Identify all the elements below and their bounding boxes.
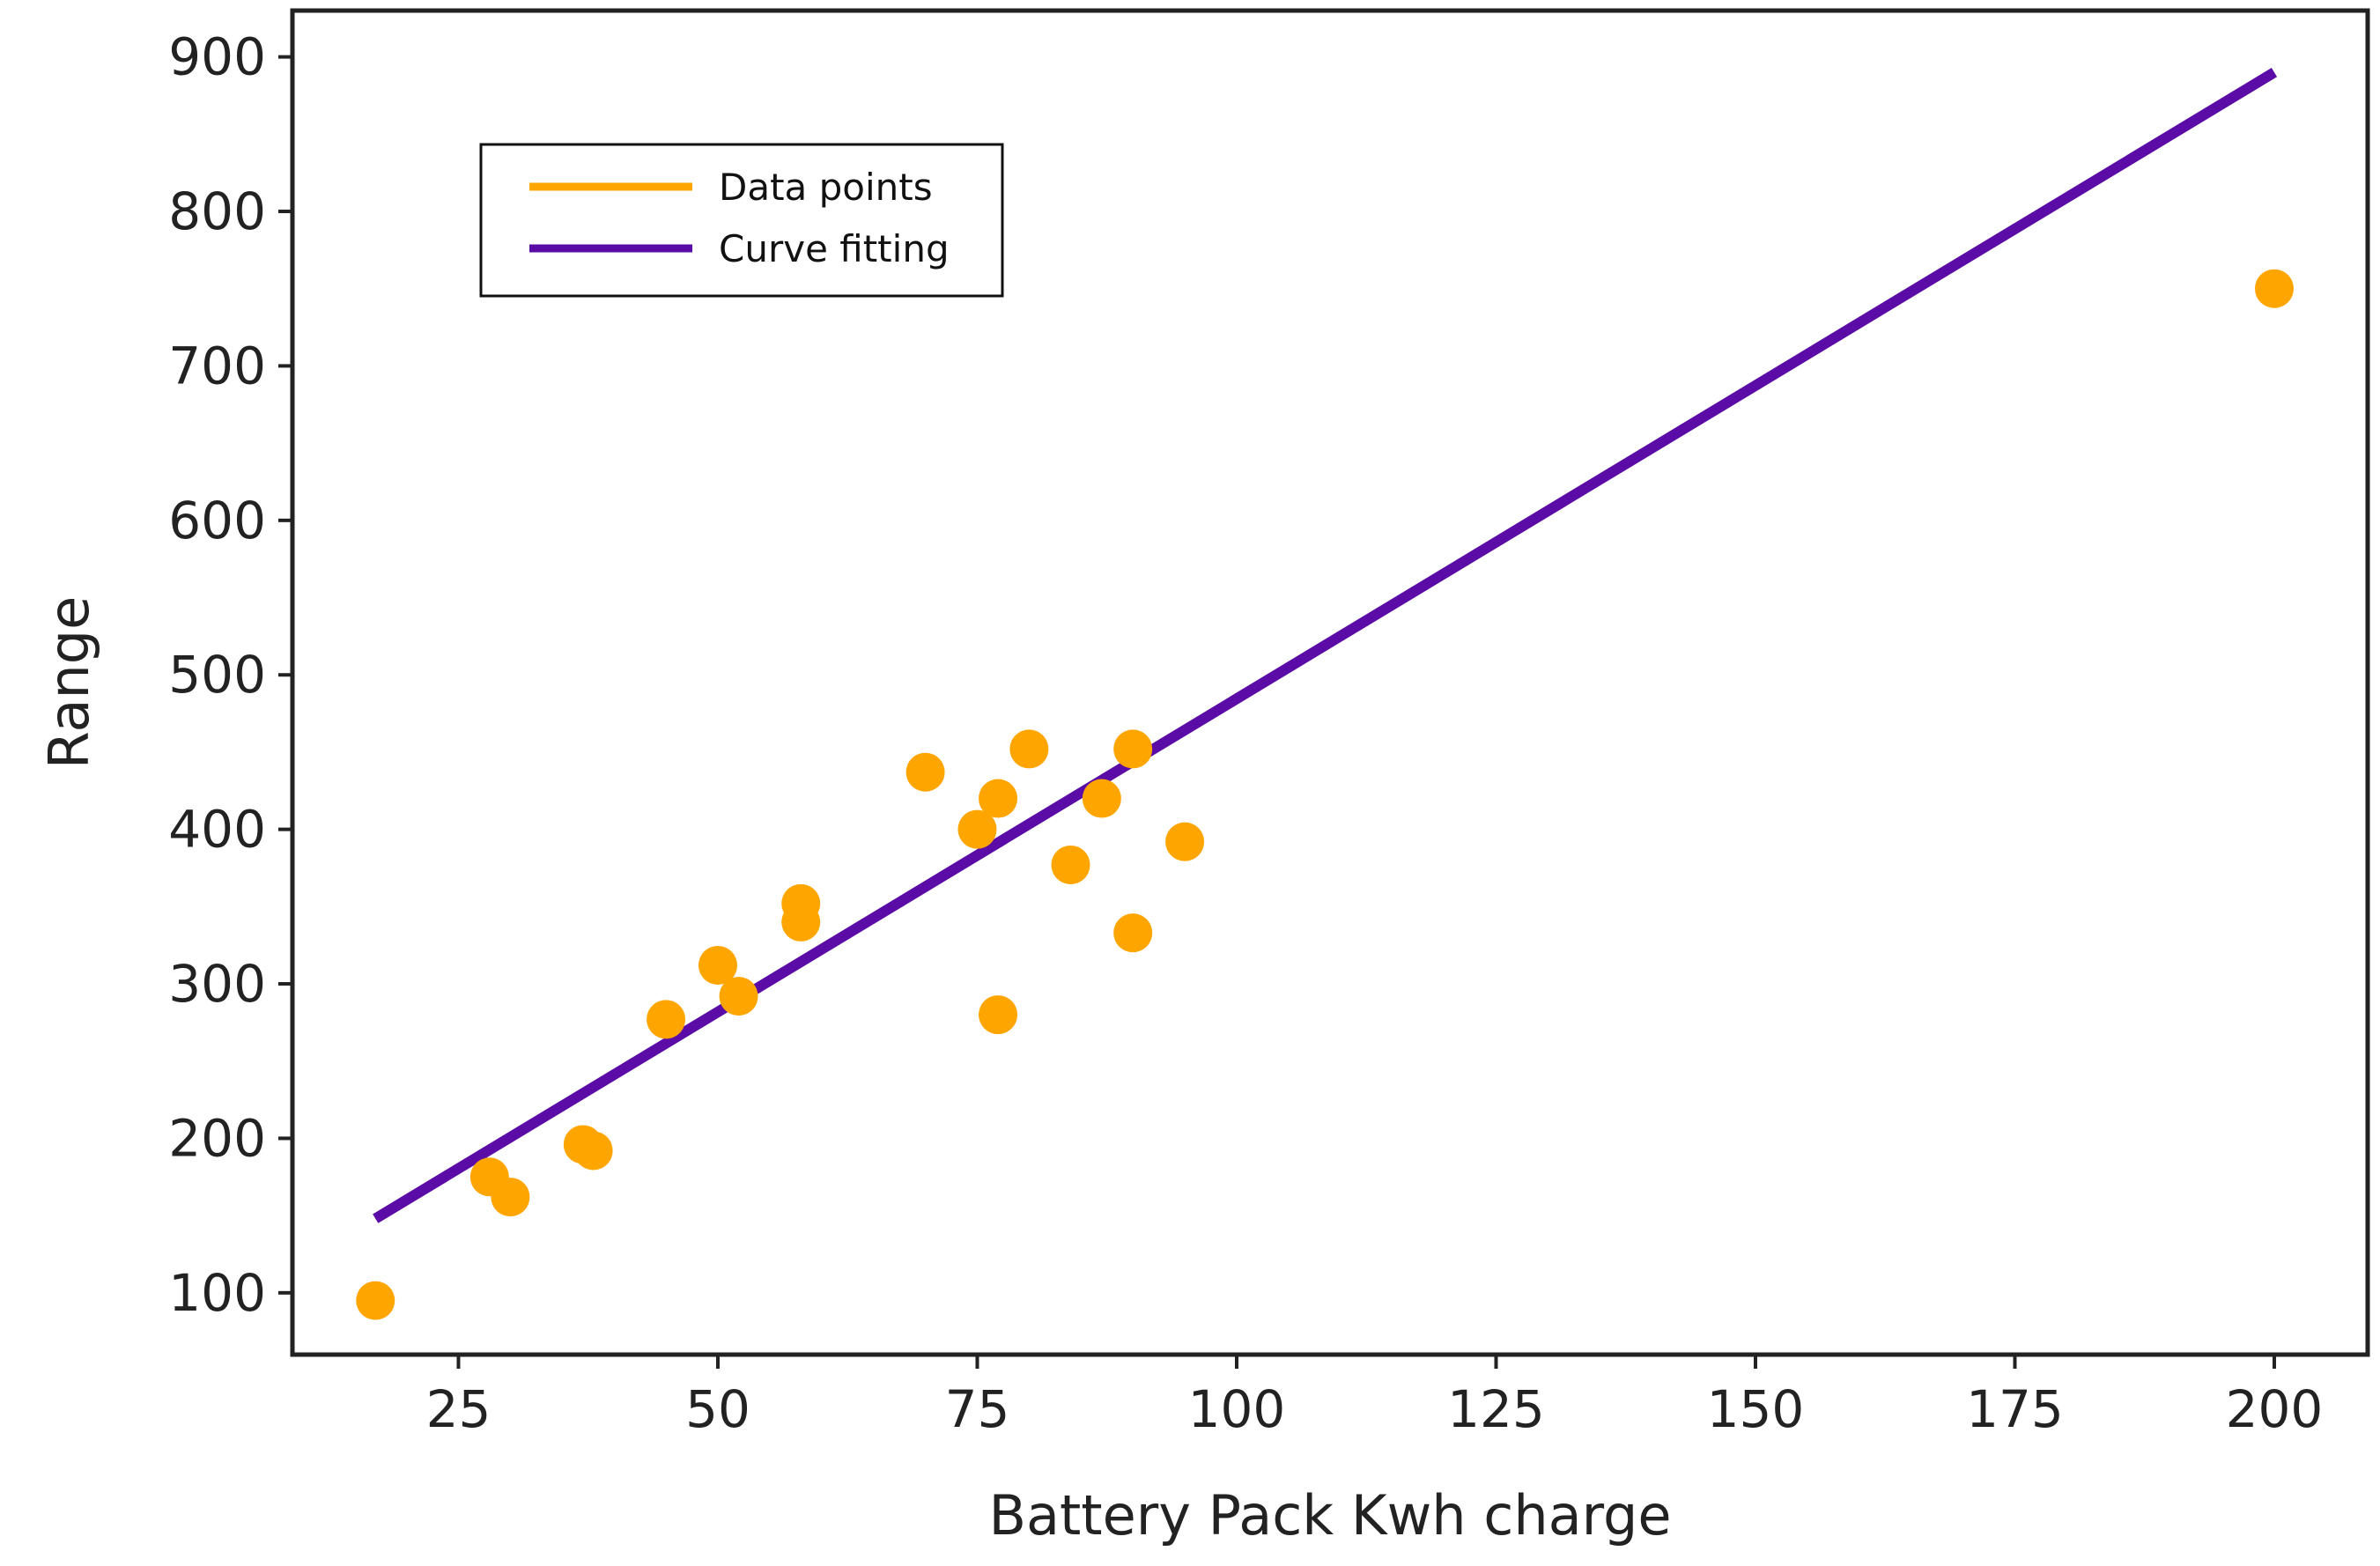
y-axis-label: Range bbox=[37, 596, 101, 770]
y-tick-label: 700 bbox=[168, 336, 266, 395]
legend-label-curve-fitting: Curve fitting bbox=[719, 227, 950, 270]
data-point bbox=[781, 902, 821, 942]
data-point bbox=[719, 977, 758, 1016]
axis-ticks: 25 50 75 100 125 150 175 200 100 200 300 400 500 600 7… bbox=[168, 27, 2323, 1439]
data-point bbox=[905, 752, 945, 792]
data-point bbox=[1113, 729, 1153, 769]
y-tick-label: 900 bbox=[168, 27, 266, 87]
x-tick-label: 25 bbox=[426, 1379, 492, 1439]
legend-box bbox=[479, 143, 1004, 298]
x-tick-label: 200 bbox=[2226, 1379, 2324, 1439]
data-point bbox=[979, 995, 1018, 1035]
y-tick-label: 800 bbox=[168, 181, 266, 241]
legend-label-data-points: Data points bbox=[719, 166, 933, 209]
x-axis-label: Battery Pack Kwh charge bbox=[988, 1483, 1671, 1548]
data-point bbox=[1165, 822, 1205, 861]
y-tick-label: 300 bbox=[168, 954, 266, 1014]
plot-area bbox=[356, 68, 2294, 1320]
data-point bbox=[647, 1000, 686, 1039]
data-point bbox=[356, 1281, 395, 1320]
y-tick-label: 100 bbox=[168, 1263, 266, 1323]
y-tick-label: 400 bbox=[168, 800, 266, 860]
data-point bbox=[1113, 913, 1153, 953]
x-tick-label: 100 bbox=[1188, 1379, 1286, 1439]
x-tick-label: 125 bbox=[1447, 1379, 1545, 1439]
legend: Data points Curve fitting bbox=[479, 143, 1004, 298]
plot-frame bbox=[290, 8, 2370, 1357]
data-point bbox=[957, 809, 997, 849]
data-point bbox=[698, 945, 737, 985]
fit-line bbox=[373, 68, 2278, 1223]
data-point bbox=[1009, 729, 1049, 769]
y-tick-label: 500 bbox=[168, 645, 266, 705]
y-tick-label: 200 bbox=[168, 1108, 266, 1168]
data-point bbox=[1082, 779, 1121, 818]
data-point bbox=[2254, 269, 2294, 308]
x-tick-label: 50 bbox=[685, 1379, 750, 1439]
data-point bbox=[573, 1131, 613, 1171]
data-point bbox=[1051, 845, 1090, 884]
x-tick-label: 175 bbox=[1966, 1379, 2064, 1439]
data-point bbox=[979, 779, 1018, 818]
x-tick-label: 150 bbox=[1707, 1379, 1805, 1439]
data-point bbox=[491, 1178, 530, 1217]
y-tick-label: 600 bbox=[168, 491, 266, 550]
x-tick-label: 75 bbox=[945, 1379, 1010, 1439]
